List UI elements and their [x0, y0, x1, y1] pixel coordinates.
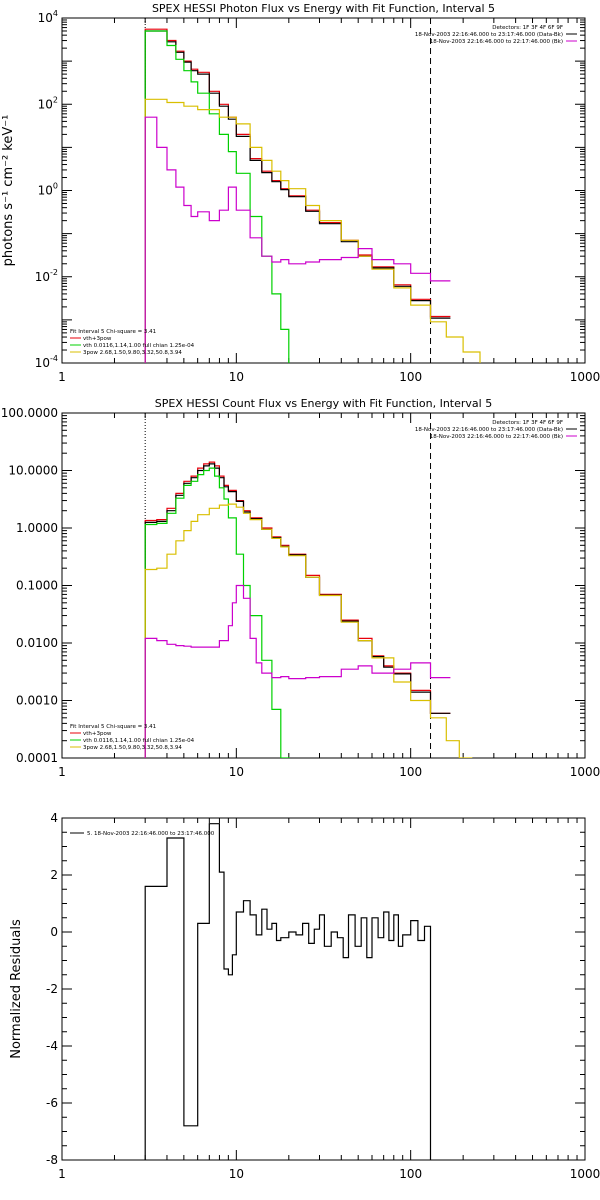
y-tick-label: 0.0001 — [16, 751, 58, 765]
header-line: 18-Nov-2003 22:16:46.000 to 23:17:46.000… — [415, 32, 563, 38]
series-line-3pow — [144, 98, 481, 363]
series-line-5-18-nov-2003-22-16-46-000-to-23-17-46-000 — [144, 823, 432, 1160]
x-tick-label: 1000 — [570, 1167, 600, 1181]
plot-frame — [61, 817, 586, 1161]
series-line-vth — [144, 30, 290, 363]
plot-area — [144, 18, 481, 363]
series-line-unnamed-4 — [144, 584, 451, 758]
legend-label: 5. 18-Nov-2003 22:16:46.000 to 23:17:46.… — [87, 831, 215, 837]
header-line: 18-Nov-2003 22:16:46.000 to 23:17:46.000… — [415, 427, 563, 433]
header-line: 18-Nov-2003 22:16:46.000 to 22:17:46.000… — [430, 434, 563, 440]
legend-header: Fit Interval 5 Chi-square = 3.41 — [70, 724, 156, 730]
legend-label: vth 0.0116,1.14,1.00 full chian 1.25e-04 — [83, 343, 195, 349]
y-tick-label: 104 — [38, 9, 58, 25]
series-line-unnamed-4 — [144, 116, 451, 363]
series-line-unnamed-1 — [144, 463, 451, 758]
y-tick-label: 0.1000 — [16, 579, 58, 593]
chart-title: SPEX HESSI Count Flux vs Energy with Fit… — [155, 397, 492, 410]
plot-frame — [61, 17, 586, 364]
y-tick-label: 100 — [38, 182, 58, 198]
y-tick-label: 10-2 — [35, 268, 58, 284]
chart-panel-2: SPEX HESSI Count Flux vs Energy with Fit… — [1, 397, 600, 779]
y-tick-label: 1.0000 — [16, 521, 58, 535]
y-tick-label: -4 — [46, 1039, 58, 1053]
y-tick-label: 0 — [50, 925, 58, 939]
y-tick-label: -6 — [46, 1096, 58, 1110]
series-line-vth-3pow — [144, 461, 451, 758]
y-tick-label: 10-4 — [35, 354, 58, 370]
y-tick-label: 10.0000 — [8, 464, 58, 478]
x-tick-label: 100 — [399, 1167, 422, 1181]
x-tick-label: 10 — [229, 765, 244, 779]
legend-label: vth 0.0116,1.14,1.00 full chian 1.25e-04 — [83, 738, 195, 744]
series-line-vth — [144, 467, 290, 758]
header-line: 18-Nov-2003 22:16:46.000 to 22:17:46.000… — [430, 39, 563, 45]
y-tick-label: 2 — [50, 868, 58, 882]
x-tick-label: 1 — [58, 765, 66, 779]
plot-frame — [61, 412, 586, 759]
header-line: Detectors: 1F 3F 4F 6F 9F — [492, 25, 563, 31]
chart-panel-3: 1 10 100 1000 4 2 0 -2 -4 -6 -8 Normalized Residual… — [9, 811, 600, 1181]
y-tick-label: -8 — [46, 1153, 58, 1167]
y-tick-label: 4 — [50, 811, 58, 825]
chart-panel-1: SPEX HESSI Photon Flux vs Energy with Fi… — [1, 2, 600, 384]
legend-label: 3pow 2.68,1.50,9.80,3.32,50.8,3.94 — [83, 350, 182, 356]
x-tick-label: 1 — [58, 1167, 66, 1181]
legend-label: vth+3pow — [83, 731, 112, 737]
header-line: Detectors: 1F 3F 4F 6F 9F — [492, 420, 563, 426]
plot-area — [144, 823, 432, 1160]
plot-area — [144, 413, 473, 758]
x-tick-label: 1 — [58, 370, 66, 384]
y-tick-label: 102 — [38, 95, 58, 111]
x-tick-label: 1000 — [570, 370, 600, 384]
y-axis-label: photons s⁻¹ cm⁻² keV⁻¹ — [1, 115, 16, 267]
x-tick-label: 100 — [399, 370, 422, 384]
y-tick-label: -2 — [46, 982, 58, 996]
x-tick-label: 10 — [229, 370, 244, 384]
y-axis-label: Normalized Residuals — [9, 919, 24, 1059]
x-tick-label: 100 — [399, 765, 422, 779]
series-line-3pow — [144, 503, 473, 758]
legend-label: 3pow 2.68,1.50,9.80,3.32,50.8,3.94 — [83, 745, 182, 751]
y-tick-label: 0.0010 — [16, 694, 58, 708]
chart-title: SPEX HESSI Photon Flux vs Energy with Fi… — [152, 2, 495, 15]
y-tick-label: 0.0100 — [16, 636, 58, 650]
x-tick-label: 1000 — [570, 765, 600, 779]
legend-header: Fit Interval 5 Chi-square = 3.41 — [70, 329, 156, 335]
x-tick-label: 10 — [229, 1167, 244, 1181]
y-tick-label: 100.0000 — [1, 406, 58, 420]
legend-label: vth+3pow — [83, 336, 112, 342]
